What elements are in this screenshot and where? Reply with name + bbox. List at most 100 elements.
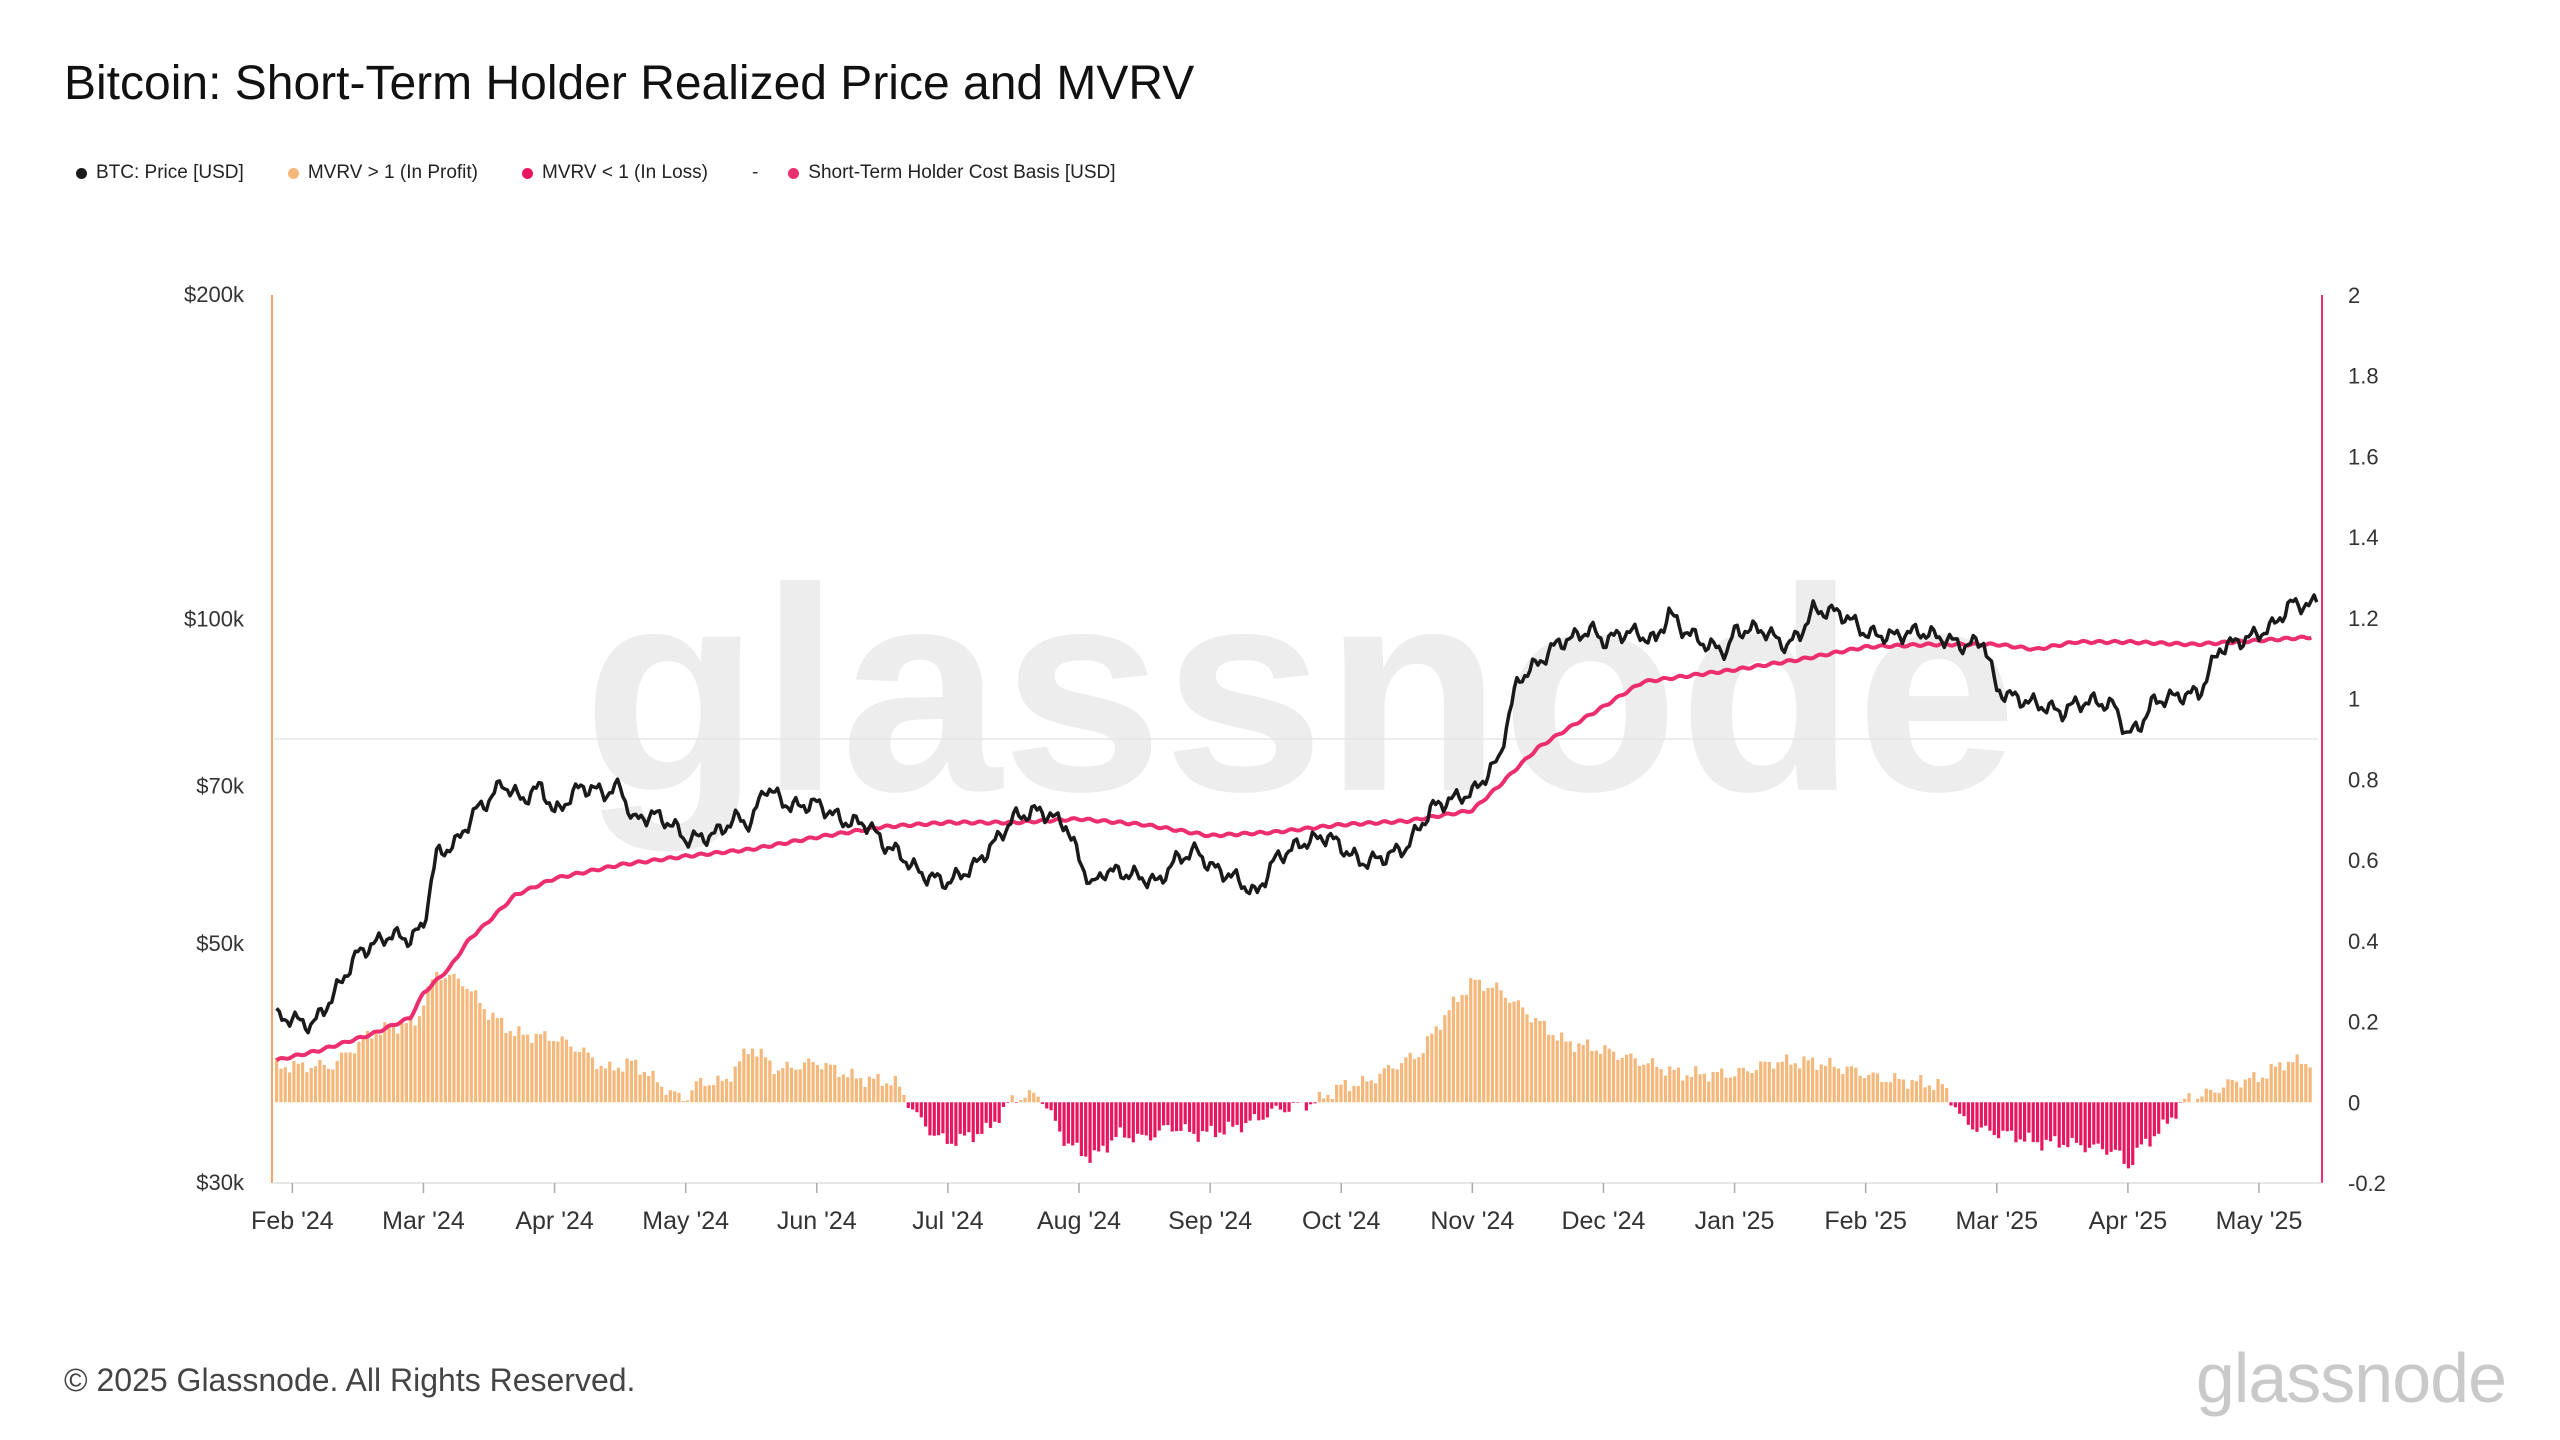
- mvrv-bar: [1192, 1102, 1196, 1134]
- mvrv-bar: [1049, 1102, 1053, 1111]
- mvrv-bar: [474, 990, 478, 1103]
- mvrv-bar: [1611, 1051, 1616, 1103]
- mvrv-bar: [1508, 1002, 1512, 1103]
- mvrv-bar: [1443, 1015, 1447, 1103]
- mvrv-bar: [712, 1084, 716, 1103]
- mvrv-bar: [1849, 1066, 1854, 1103]
- mvrv-bar: [2092, 1102, 2096, 1145]
- mvrv-bar: [755, 1056, 759, 1103]
- mvrv-bar: [967, 1102, 971, 1133]
- mvrv-bar: [1858, 1075, 1862, 1103]
- legend-item-sth-cost-basis[interactable]: Short-Term Holder Cost Basis [USD]: [788, 162, 1116, 184]
- mvrv-bar: [2148, 1102, 2152, 1147]
- mvrv-bar: [331, 1069, 335, 1103]
- mvrv-bar: [2122, 1102, 2126, 1164]
- mvrv-bar: [1464, 994, 1469, 1103]
- mvrv-bar: [2239, 1087, 2243, 1103]
- mvrv-bar: [1923, 1087, 1927, 1103]
- mvrv-bar: [673, 1091, 677, 1103]
- mvrv-bar: [1512, 1001, 1516, 1103]
- mvrv-bar: [2269, 1064, 2273, 1103]
- mvrv-bar: [1118, 1102, 1122, 1128]
- mvrv-bar: [2001, 1102, 2005, 1131]
- mvrv-bar: [2304, 1063, 2308, 1103]
- mvrv-bar: [1707, 1081, 1711, 1103]
- legend-item-mvrv-loss[interactable]: MVRV < 1 (In Loss): [522, 162, 708, 184]
- mvrv-bar: [867, 1076, 871, 1103]
- mvrv-bar: [1516, 1000, 1520, 1103]
- mvrv-bar: [1417, 1057, 1421, 1103]
- mvrv-bar: [1633, 1058, 1637, 1103]
- mvrv-bar: [681, 1100, 685, 1103]
- mvrv-bar: [850, 1068, 854, 1103]
- mvrv-bar: [824, 1062, 828, 1103]
- mvrv-bar: [2144, 1102, 2148, 1139]
- mvrv-bar: [660, 1086, 664, 1103]
- mvrv-bar: [699, 1077, 703, 1103]
- mvrv-bar: [378, 1034, 383, 1103]
- mvrv-bar: [1339, 1084, 1343, 1103]
- legend-separator-dash: -: [751, 162, 759, 183]
- glassnode-logo: glassnode: [2195, 1339, 2507, 1417]
- mvrv-bar: [1248, 1102, 1252, 1121]
- mvrv-bar: [439, 980, 443, 1103]
- mvrv-bar: [1650, 1058, 1655, 1103]
- left-axis-tick-label: $200k: [184, 282, 245, 307]
- mvrv-bar: [1149, 1102, 1153, 1141]
- mvrv-bar: [1733, 1076, 1737, 1103]
- mvrv-bar: [1274, 1102, 1278, 1106]
- mvrv-bar: [1326, 1094, 1330, 1103]
- mvrv-bar: [1027, 1090, 1032, 1103]
- mvrv-bar: [1174, 1102, 1179, 1132]
- mvrv-bar: [1001, 1102, 1006, 1107]
- legend-swatch-mvrv-loss: [522, 167, 533, 179]
- mvrv-bar: [1655, 1066, 1659, 1103]
- mvrv-bar: [2247, 1078, 2252, 1103]
- mvrv-bar: [1499, 990, 1503, 1103]
- mvrv-bar: [1598, 1053, 1603, 1103]
- mvrv-bar: [2109, 1102, 2113, 1152]
- mvrv-bar: [971, 1102, 975, 1143]
- mvrv-bar: [603, 1068, 608, 1103]
- mvrv-bar: [478, 1002, 482, 1103]
- mvrv-bar: [409, 1015, 413, 1103]
- mvrv-bar: [517, 1026, 521, 1103]
- mvrv-bar: [1503, 997, 1507, 1103]
- mvrv-bar: [1897, 1078, 1901, 1103]
- mvrv-bar: [283, 1067, 287, 1103]
- mvrv-bar: [1209, 1102, 1213, 1126]
- right-axis-tick-label: 1.6: [2348, 444, 2379, 469]
- mvrv-bar: [833, 1064, 837, 1103]
- mvrv-bar: [279, 1068, 283, 1103]
- mvrv-bar: [906, 1102, 910, 1108]
- mvrv-bar: [1715, 1071, 1719, 1103]
- mvrv-bar: [2265, 1078, 2269, 1103]
- left-axis-tick-label: $100k: [184, 606, 245, 631]
- mvrv-bar: [1006, 1102, 1010, 1103]
- mvrv-bar: [1304, 1102, 1308, 1111]
- mvrv-bar: [361, 1037, 365, 1103]
- mvrv-bar: [1841, 1074, 1845, 1103]
- mvrv-bar: [2113, 1102, 2118, 1150]
- mvrv-bar: [1949, 1102, 1953, 1106]
- mvrv-bar: [1391, 1068, 1395, 1103]
- mvrv-bar: [997, 1102, 1001, 1123]
- mvrv-bar: [1607, 1048, 1611, 1103]
- mvrv-bar: [521, 1034, 525, 1103]
- mvrv-bar: [1685, 1075, 1689, 1103]
- right-axis-tick-label: 0.8: [2348, 767, 2379, 792]
- legend-item-mvrv-profit[interactable]: MVRV > 1 (In Profit): [287, 162, 478, 184]
- mvrv-bar: [1317, 1091, 1321, 1103]
- right-axis-tick-label: 0.6: [2348, 848, 2379, 873]
- mvrv-bar: [724, 1078, 729, 1103]
- x-axis-tick-label: Mar '25: [1955, 1207, 2038, 1235]
- mvrv-bar: [885, 1083, 889, 1103]
- mvrv-bar: [677, 1092, 681, 1103]
- mvrv-bar: [560, 1036, 564, 1103]
- legend-item-btc-price[interactable]: BTC: Price [USD]: [76, 162, 244, 184]
- mvrv-bar: [348, 1052, 352, 1103]
- mvrv-bar: [2135, 1102, 2139, 1148]
- x-axis-tick-label: Feb '25: [1824, 1207, 1907, 1235]
- mvrv-bar: [2048, 1102, 2053, 1142]
- mvrv-bar: [569, 1046, 573, 1103]
